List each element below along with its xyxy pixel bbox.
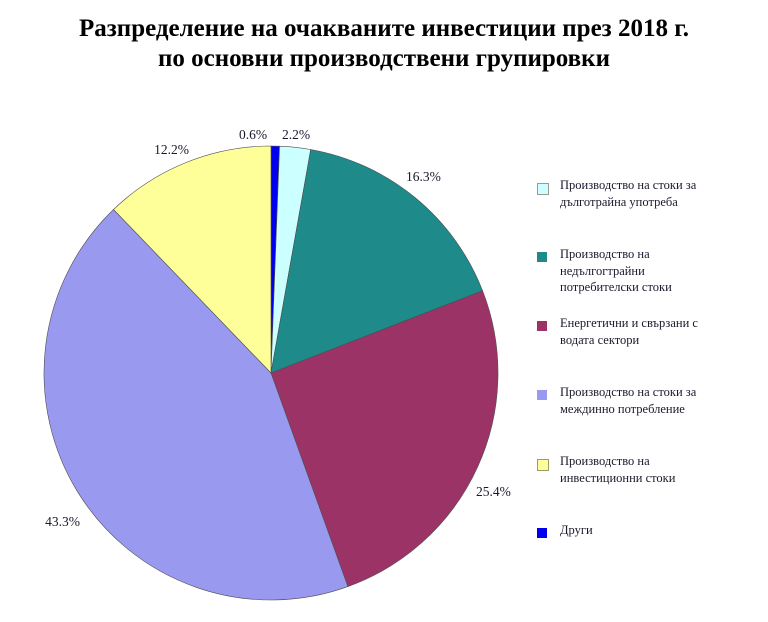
svg-text:16.3%: 16.3% bbox=[406, 169, 441, 184]
svg-text:2.2%: 2.2% bbox=[282, 127, 310, 142]
svg-text:43.3%: 43.3% bbox=[45, 514, 80, 529]
svg-text:12.2%: 12.2% bbox=[154, 142, 189, 157]
svg-text:25.4%: 25.4% bbox=[476, 484, 511, 499]
svg-text:0.6%: 0.6% bbox=[239, 127, 267, 142]
